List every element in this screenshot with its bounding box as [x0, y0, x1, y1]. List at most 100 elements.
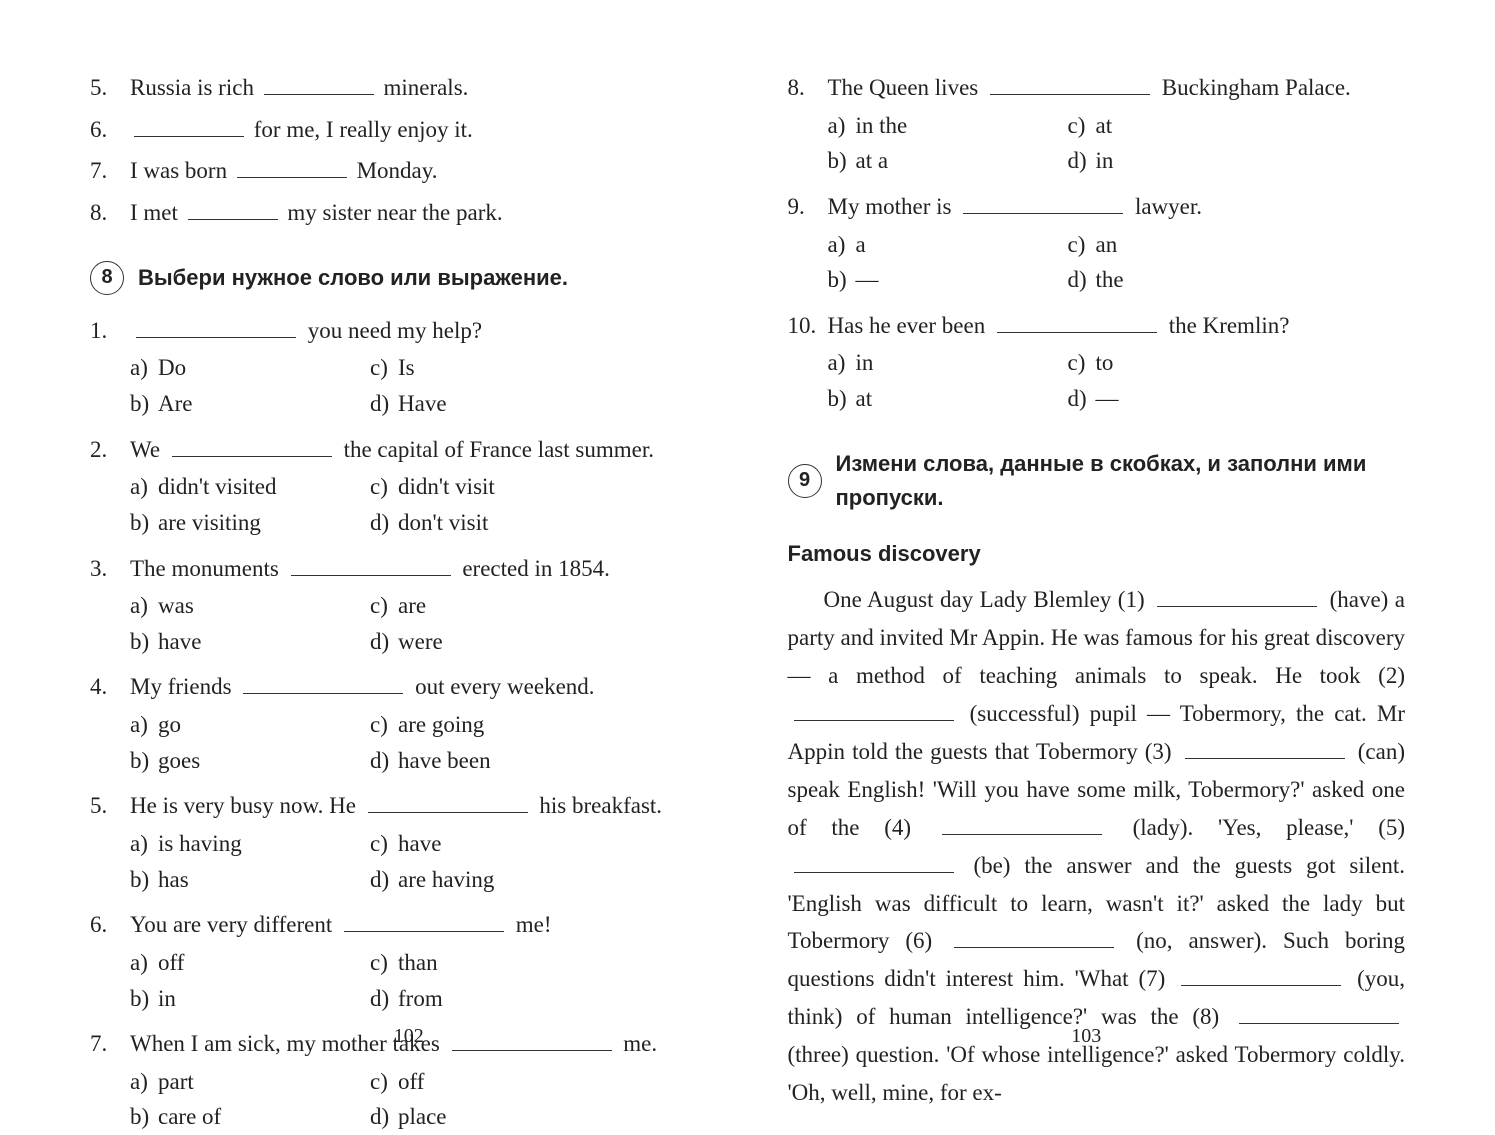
passage-segment: One August day Lady Blemley (1): [824, 587, 1145, 612]
blank-line[interactable]: [136, 316, 296, 338]
option-b[interactable]: b)in: [130, 981, 370, 1017]
option-a[interactable]: a)part: [130, 1064, 370, 1100]
option-text: was: [158, 593, 194, 618]
option-a[interactable]: a)is having: [130, 826, 370, 862]
option-c[interactable]: c)an: [1068, 227, 1124, 263]
blank-line[interactable]: [794, 699, 954, 721]
option-text: in the: [856, 113, 908, 138]
item-number: 1.: [90, 313, 130, 349]
blank-line[interactable]: [237, 157, 347, 179]
blank-line[interactable]: [794, 851, 954, 873]
option-c[interactable]: c)Is: [370, 350, 447, 386]
option-c[interactable]: c)off: [370, 1064, 447, 1100]
option-label: a): [130, 1064, 158, 1100]
option-text: part: [158, 1069, 194, 1094]
option-d[interactable]: d)the: [1068, 262, 1124, 298]
blank-line[interactable]: [1181, 965, 1341, 987]
blank-line[interactable]: [368, 792, 528, 814]
text-post: minerals.: [383, 75, 468, 100]
item-number: 10.: [788, 308, 828, 344]
option-text: —: [856, 267, 879, 292]
option-c[interactable]: c)are going: [370, 707, 491, 743]
mc-question: 6.You are very different me!: [90, 907, 708, 943]
text-post: my sister near the park.: [287, 200, 502, 225]
blank-line[interactable]: [188, 198, 278, 220]
option-c[interactable]: c)to: [1068, 345, 1119, 381]
text-pre: We: [130, 437, 166, 462]
blank-line[interactable]: [243, 673, 403, 695]
mc-question: 4.My friends out every weekend.: [90, 669, 708, 705]
option-a[interactable]: a)in the: [828, 108, 1068, 144]
option-label: a): [130, 469, 158, 505]
blank-line[interactable]: [134, 115, 244, 137]
option-c[interactable]: c)didn't visit: [370, 469, 495, 505]
option-d[interactable]: d)—: [1068, 381, 1119, 417]
blank-line[interactable]: [264, 73, 374, 95]
option-text: from: [398, 986, 443, 1011]
blank-line[interactable]: [942, 813, 1102, 835]
option-label: d): [1068, 262, 1096, 298]
option-c[interactable]: c)are: [370, 588, 443, 624]
option-a[interactable]: a)a: [828, 227, 1068, 263]
option-c[interactable]: c)at: [1068, 108, 1114, 144]
blank-line[interactable]: [1157, 585, 1317, 607]
option-label: b): [130, 981, 158, 1017]
blank-line[interactable]: [954, 927, 1114, 949]
option-text: off: [158, 950, 184, 975]
option-b[interactable]: b)are visiting: [130, 505, 370, 541]
option-b[interactable]: b)—: [828, 262, 1068, 298]
option-text: an: [1096, 232, 1118, 257]
option-d[interactable]: d)Have: [370, 386, 447, 422]
item-number: 5.: [90, 70, 130, 106]
option-b[interactable]: b)goes: [130, 743, 370, 779]
option-c[interactable]: c)have: [370, 826, 494, 862]
option-b[interactable]: b)have: [130, 624, 370, 660]
option-d[interactable]: d)from: [370, 981, 443, 1017]
option-b[interactable]: b)at a: [828, 143, 1068, 179]
option-d[interactable]: d)don't visit: [370, 505, 495, 541]
option-d[interactable]: d)were: [370, 624, 443, 660]
blank-line[interactable]: [344, 911, 504, 933]
option-text: are having: [398, 867, 494, 892]
mc-question: 5.He is very busy now. He his breakfast.: [90, 788, 708, 824]
option-a[interactable]: a)in: [828, 345, 1068, 381]
option-a[interactable]: a)didn't visited: [130, 469, 370, 505]
option-label: a): [130, 945, 158, 981]
option-a[interactable]: a)off: [130, 945, 370, 981]
blank-line[interactable]: [172, 435, 332, 457]
text-pre: Russia is rich: [130, 75, 254, 100]
option-a[interactable]: a)was: [130, 588, 370, 624]
blank-line[interactable]: [963, 192, 1123, 214]
text-pre: The Queen lives: [828, 75, 984, 100]
option-b[interactable]: b)at: [828, 381, 1068, 417]
blank-line[interactable]: [1185, 737, 1345, 759]
option-text: Are: [158, 391, 192, 416]
option-label: a): [130, 707, 158, 743]
option-label: c): [1068, 108, 1096, 144]
question-text: My mother is lawyer.: [828, 189, 1406, 225]
item-number: 2.: [90, 432, 130, 468]
option-text: have: [158, 629, 201, 654]
blank-line[interactable]: [997, 311, 1157, 333]
option-b[interactable]: b)has: [130, 862, 370, 898]
exercise-title: Измени слова, данные в скобках, и заполн…: [836, 447, 1406, 515]
passage-segment: (lady). 'Yes, please,' (5): [1133, 815, 1405, 840]
option-b[interactable]: b)care of: [130, 1099, 370, 1135]
option-a[interactable]: a)go: [130, 707, 370, 743]
option-text: at: [1096, 113, 1113, 138]
option-d[interactable]: d)in: [1068, 143, 1114, 179]
option-d[interactable]: d)place: [370, 1099, 447, 1135]
option-c[interactable]: c)than: [370, 945, 443, 981]
option-label: a): [130, 350, 158, 386]
option-d[interactable]: d)are having: [370, 862, 494, 898]
option-text: Have: [398, 391, 447, 416]
question-text: The Queen lives Buckingham Palace.: [828, 70, 1406, 106]
option-d[interactable]: d)have been: [370, 743, 491, 779]
blank-line[interactable]: [291, 554, 451, 576]
mc-item: 9.My mother is lawyer.a)ab)—c)and)the: [788, 189, 1406, 298]
option-a[interactable]: a)Do: [130, 350, 370, 386]
option-b[interactable]: b)Are: [130, 386, 370, 422]
option-label: c): [1068, 227, 1096, 263]
blank-line[interactable]: [990, 73, 1150, 95]
option-col-left: a)didn't visitedb)are visiting: [130, 469, 370, 540]
